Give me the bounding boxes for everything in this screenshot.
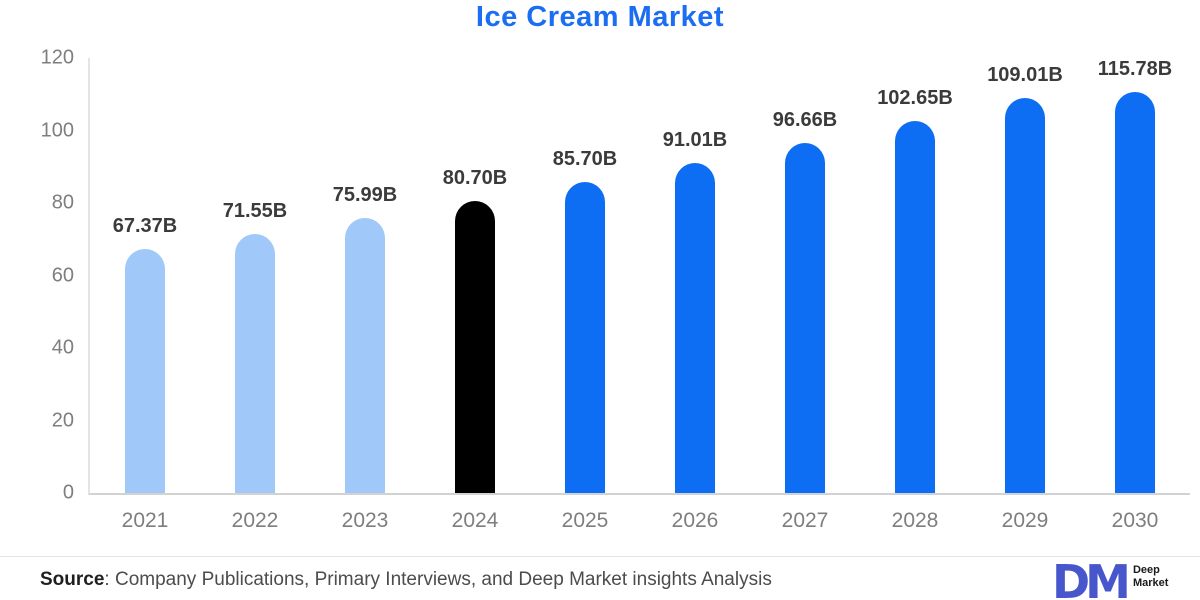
bar-2021 <box>125 248 165 493</box>
bar-2027 <box>785 142 825 493</box>
bar-column: 80.70B 2024 <box>420 58 530 533</box>
y-tick-label: 100 <box>40 119 74 141</box>
deep-market-logo: DM Deep Market <box>1052 555 1168 600</box>
bar-column: 115.78B 2030 <box>1080 58 1190 532</box>
bar-column: 96.66B 2027 <box>750 58 860 532</box>
bar-2025 <box>565 182 605 493</box>
x-axis-label: 2022 <box>231 509 279 532</box>
bar-column: 109.01B 2029 <box>970 58 1080 532</box>
logo-line-2: Market <box>1132 577 1169 590</box>
bar-2023 <box>345 217 385 493</box>
source-note: Source: Company Publications, Primary In… <box>40 569 772 591</box>
bar-value-label: 96.66B <box>772 108 838 131</box>
bar-chart-plot-area: 67.37B 2021 71.55B 2022 75.99B 2023 80.70B 2024… <box>88 58 1190 533</box>
y-tick-label: 40 <box>51 336 74 359</box>
bar-value-label: 67.37B <box>112 214 178 237</box>
bar-2026 <box>675 163 715 493</box>
y-tick-label: 20 <box>51 409 74 431</box>
source-label: Source <box>40 569 105 590</box>
bar-value-label: 115.78B <box>1097 58 1173 80</box>
x-axis-label: 2028 <box>891 509 939 532</box>
bar-column: 75.99B 2023 <box>310 58 420 533</box>
x-axis-label: 2029 <box>1001 509 1049 532</box>
logo-wordmark: Deep Market <box>1133 561 1168 590</box>
bar-value-label: 75.99B <box>332 183 398 206</box>
dm-monogram-icon: DM <box>1052 555 1131 600</box>
bar-column: 67.37B 2021 <box>90 58 200 532</box>
x-axis-label: 2030 <box>1111 509 1159 532</box>
bar-2028 <box>895 120 935 493</box>
bar-column: 85.70B 2025 <box>530 58 640 532</box>
x-axis-label: 2027 <box>781 509 829 532</box>
source-text: : Company Publications, Primary Intervie… <box>104 569 772 590</box>
y-tick-label: 120 <box>40 46 74 69</box>
bar-column: 102.65B 2028 <box>860 58 970 532</box>
x-axis-label: 2026 <box>671 509 719 532</box>
bar-value-label: 85.70B <box>552 148 618 171</box>
bar-value-label: 80.70B <box>442 166 508 189</box>
y-tick-label: 80 <box>51 191 74 214</box>
footer-divider <box>0 556 1200 557</box>
bar-value-label: 102.65B <box>877 86 953 109</box>
x-axis-label: 2023 <box>341 509 389 532</box>
y-tick-label: 0 <box>62 481 74 504</box>
x-axis-label: 2021 <box>121 509 169 532</box>
bar-value-label: 109.01B <box>987 63 1063 86</box>
bar-column: 91.01B 2026 <box>640 58 750 532</box>
bar-column: 71.55B 2022 <box>200 58 310 532</box>
logo-line-1: Deep <box>1132 564 1160 576</box>
x-axis-label: 2024 <box>451 509 499 532</box>
bar-2029 <box>1005 97 1045 493</box>
bar-value-label: 71.55B <box>222 199 288 222</box>
y-axis: 0 20 40 60 80 100 120 <box>0 47 74 504</box>
bar-2030 <box>1115 92 1155 493</box>
y-tick-label: 60 <box>51 264 74 286</box>
bar-value-label: 91.01B <box>662 129 728 152</box>
bar-2022 <box>235 233 275 493</box>
x-axis-label: 2025 <box>561 509 609 532</box>
chart-title: Ice Cream Market <box>475 1 725 33</box>
bar-2024 <box>455 200 495 493</box>
